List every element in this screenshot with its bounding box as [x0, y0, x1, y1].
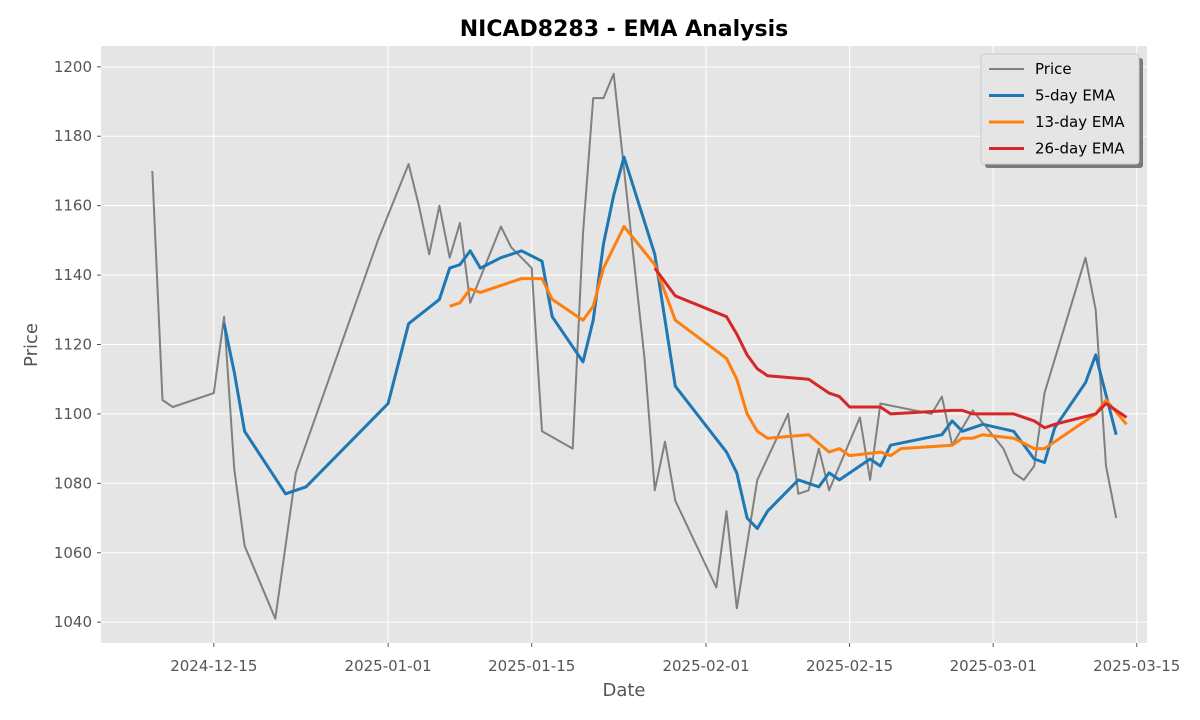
legend-label-price: Price	[1035, 60, 1072, 78]
chart-title: NICAD8283 - EMA Analysis	[460, 17, 788, 42]
y-tick-label: 1100	[54, 405, 92, 423]
legend-label-13-day-ema: 13-day EMA	[1035, 113, 1125, 131]
legend-box	[980, 53, 1140, 165]
y-axis-label: Price	[21, 323, 42, 367]
x-tick-label: 2025-02-01	[662, 657, 749, 675]
series-line-5-day-ema	[222, 155, 1118, 530]
series-line-26-day-ema	[653, 267, 1128, 430]
y-tick-label: 1040	[54, 613, 92, 631]
legend-label-5-day-ema: 5-day EMA	[1035, 87, 1116, 105]
y-tick-label: 1200	[54, 58, 92, 76]
y-tick-label: 1080	[54, 474, 92, 492]
x-tick-label: 2025-01-01	[345, 657, 432, 675]
series-group	[151, 72, 1128, 620]
x-tick-label: 2025-01-15	[488, 657, 575, 675]
y-tick-label: 1060	[54, 544, 92, 562]
x-tick-label: 2025-02-15	[806, 657, 893, 675]
y-tick-label: 1160	[54, 197, 92, 215]
x-axis-label: Date	[602, 680, 645, 701]
y-tick-label: 1180	[54, 127, 92, 145]
series-line-13-day-ema	[449, 225, 1128, 458]
grid-lines	[101, 46, 1147, 643]
y-tick-label: 1140	[54, 266, 92, 284]
legend-label-26-day-ema: 26-day EMA	[1035, 140, 1125, 158]
legend: Price 5-day EMA 13-day EMA 26-day EMA	[980, 53, 1143, 168]
x-tick-label: 2025-03-15	[1093, 657, 1180, 675]
legend-items: Price 5-day EMA 13-day EMA 26-day EMA	[989, 60, 1125, 158]
x-tick-label: 2025-03-01	[950, 657, 1037, 675]
x-axis-ticks: 2024-12-15 2025-01-01 2025-01-15 2025-02-01…	[170, 643, 1180, 675]
x-tick-label: 2024-12-15	[170, 657, 257, 675]
series-line-price	[151, 72, 1118, 620]
y-axis-ticks: 1040 1060 1080 1100 1120 1140 1160 1180 1200	[54, 58, 101, 631]
y-tick-label: 1120	[54, 336, 92, 354]
